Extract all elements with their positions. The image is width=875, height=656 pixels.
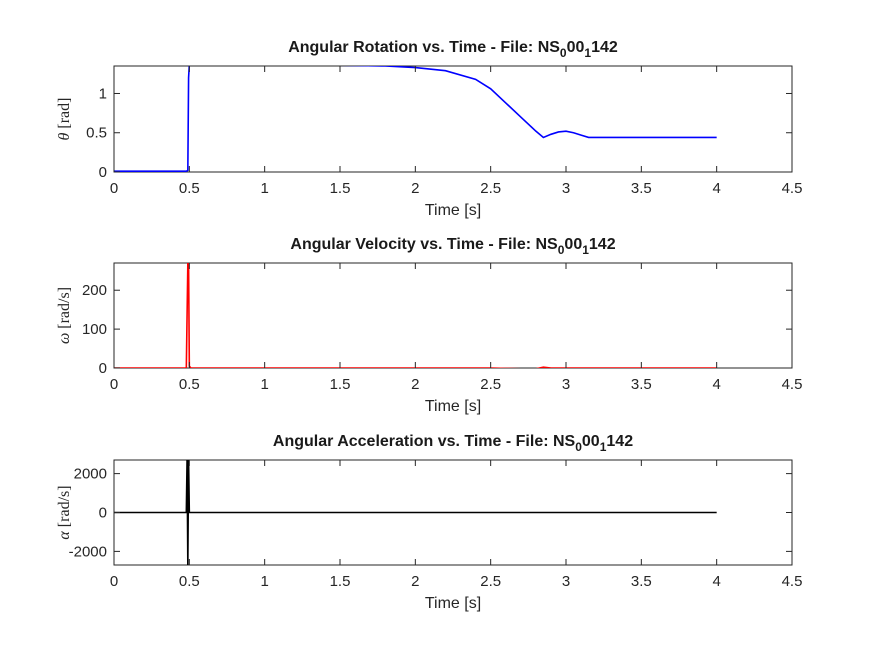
y-axis-label: α [rad/s] <box>56 485 73 539</box>
x-tick-label: 1.5 <box>330 376 351 393</box>
x-tick-label: 3.5 <box>631 180 652 197</box>
series-line-alpha <box>114 460 717 565</box>
x-tick-label: 2.5 <box>480 376 501 393</box>
x-tick-label: 1 <box>260 376 268 393</box>
y-tick-label: 2000 <box>74 466 107 483</box>
x-tick-label: 4 <box>712 573 720 590</box>
x-axis-label: Time [s] <box>425 202 481 219</box>
series-line-theta <box>114 66 717 172</box>
y-axis-label: ω [rad/s] <box>56 287 73 344</box>
x-tick-label: 1.5 <box>330 573 351 590</box>
x-tick-label: 2 <box>411 573 419 590</box>
x-tick-label: 3 <box>562 180 570 197</box>
x-tick-label: 2 <box>411 180 419 197</box>
x-tick-label: 3.5 <box>631 573 652 590</box>
x-tick-label: 1.5 <box>330 180 351 197</box>
y-tick-label: 0 <box>99 360 107 377</box>
x-tick-label: 1 <box>260 180 268 197</box>
x-tick-label: 4.5 <box>782 573 803 590</box>
x-tick-label: 0 <box>110 376 118 393</box>
y-tick-label: 0 <box>99 164 107 181</box>
x-tick-label: 0 <box>110 180 118 197</box>
x-tick-label: 4 <box>712 180 720 197</box>
chart-title: Angular Rotation vs. Time - File: NS0001… <box>288 39 618 60</box>
x-tick-label: 4.5 <box>782 180 803 197</box>
chart-title: Angular Velocity vs. Time - File: NS0001… <box>290 236 615 257</box>
x-tick-label: 1 <box>260 573 268 590</box>
axes-box <box>113 65 793 173</box>
y-tick-label: 1 <box>99 85 107 102</box>
series-line-omega <box>114 263 717 368</box>
x-axis-label: Time [s] <box>425 595 481 612</box>
x-tick-label: 2 <box>411 376 419 393</box>
x-tick-label: 2.5 <box>480 573 501 590</box>
x-tick-label: 3 <box>562 376 570 393</box>
x-tick-label: 2.5 <box>480 180 501 197</box>
chart-panel-1: 0 0.5 1 1.5 2 2.5 3 3.5 4 4.5 0 0.5 1 Time [s] θ [rad]… <box>56 39 802 219</box>
axes-box <box>113 262 793 369</box>
chart-panel-2: 0 0.5 1 1.5 2 2.5 3 3.5 4 4.5 0 100 200 Time [s] ω [ra… <box>56 236 802 415</box>
y-tick-label: 0 <box>99 505 107 522</box>
x-axis-label: Time [s] <box>425 398 481 415</box>
x-tick-label: 4 <box>712 376 720 393</box>
x-tick-label: 0.5 <box>179 180 200 197</box>
x-tick-label: 0.5 <box>179 376 200 393</box>
y-axis-label: θ [rad] <box>56 98 73 141</box>
x-tick-label: 3.5 <box>631 376 652 393</box>
x-tick-label: 4.5 <box>782 376 803 393</box>
x-tick-label: 3 <box>562 573 570 590</box>
y-tick-label: -2000 <box>69 543 107 560</box>
y-tick-label: 0.5 <box>86 125 107 142</box>
x-tick-label: 0 <box>110 573 118 590</box>
y-tick-label: 200 <box>82 282 107 299</box>
x-tick-label: 0.5 <box>179 573 200 590</box>
chart-title: Angular Acceleration vs. Time - File: NS… <box>273 433 633 454</box>
y-tick-label: 100 <box>82 321 107 338</box>
